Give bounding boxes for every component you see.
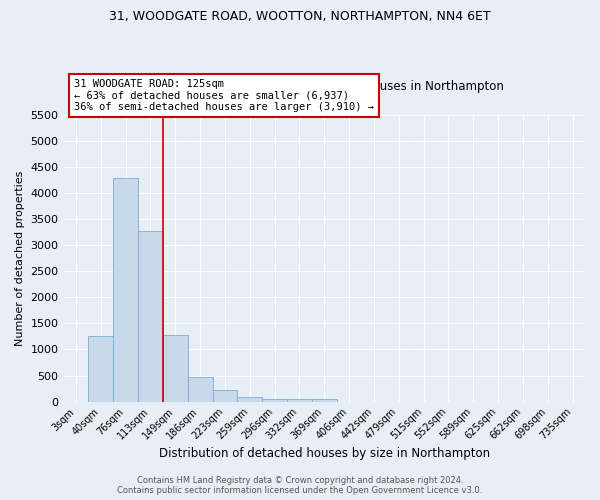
Bar (163, 336, 188, 402)
Text: Contains HM Land Registry data © Crown copyright and database right 2024.
Contai: Contains HM Land Registry data © Crown c… (118, 476, 482, 495)
Bar (312, 398, 337, 402)
Bar (113, 178, 138, 402)
Bar (88, 336, 113, 402)
X-axis label: Distribution of detached houses by size in Northampton: Distribution of detached houses by size … (159, 447, 490, 460)
Bar (212, 390, 238, 402)
Bar (238, 397, 262, 402)
Bar (287, 399, 312, 402)
Title: Size of property relative to detached houses in Northampton: Size of property relative to detached ho… (145, 80, 504, 93)
Text: 31, WOODGATE ROAD, WOOTTON, NORTHAMPTON, NN4 6ET: 31, WOODGATE ROAD, WOOTTON, NORTHAMPTON,… (109, 10, 491, 23)
Bar (188, 376, 212, 402)
Text: 31 WOODGATE ROAD: 125sqm
← 63% of detached houses are smaller (6,937)
36% of sem: 31 WOODGATE ROAD: 125sqm ← 63% of detach… (74, 79, 374, 112)
Bar (262, 399, 287, 402)
Bar (138, 230, 163, 402)
Y-axis label: Number of detached properties: Number of detached properties (15, 170, 25, 346)
